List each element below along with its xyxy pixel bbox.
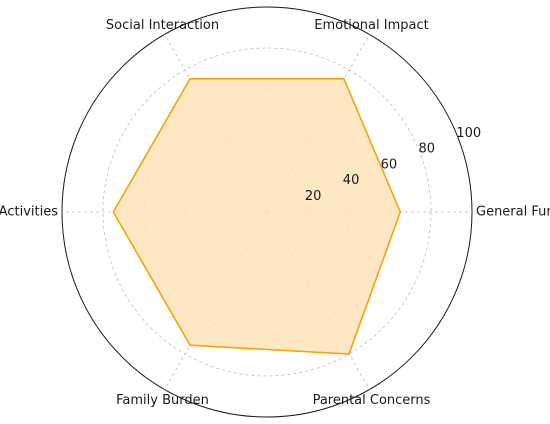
category-label-5: Parental Concerns <box>313 393 431 408</box>
tick-label-40: 40 <box>343 173 360 188</box>
tick-label-60: 60 <box>381 157 398 172</box>
category-label-3: Daily Activities <box>0 205 58 220</box>
category-label-0: General Functioning <box>476 205 550 220</box>
data-layer <box>112 78 402 355</box>
tick-label-20: 20 <box>305 189 322 204</box>
category-label-2: Social Interaction <box>106 18 219 33</box>
category-label-4: Family Burden <box>116 393 209 408</box>
tick-label-100: 100 <box>456 126 481 141</box>
label-layer: 20 40 60 80 100 General Functioning Emotional … <box>0 18 550 408</box>
tick-label-80: 80 <box>419 142 436 157</box>
data-polygon <box>112 78 402 355</box>
category-label-1: Emotional Impact <box>314 18 428 33</box>
